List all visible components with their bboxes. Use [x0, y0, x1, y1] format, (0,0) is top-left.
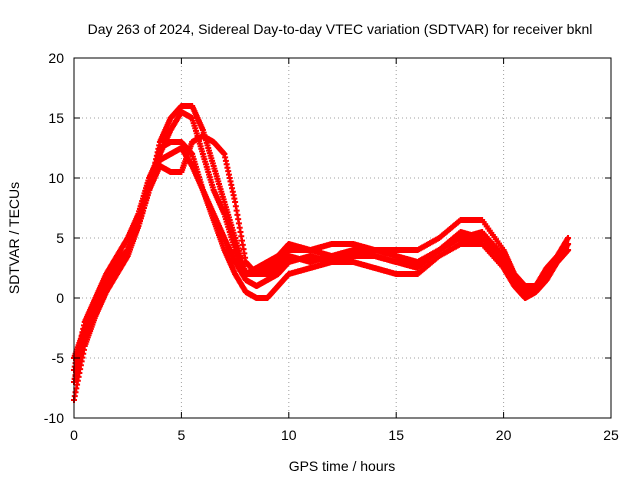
x-tick-label: 10: [281, 427, 297, 443]
x-tick-label: 25: [603, 427, 619, 443]
grid-lines: [74, 58, 611, 418]
x-tick-label: 0: [70, 427, 78, 443]
chart-title: Day 263 of 2024, Sidereal Day-to-day VTE…: [88, 21, 593, 37]
x-tick-label: 5: [178, 427, 186, 443]
y-tick-label: 20: [48, 50, 64, 66]
y-tick-label: 0: [56, 290, 64, 306]
data-point: [565, 235, 572, 241]
axis-ticks: [73, 57, 612, 419]
tick-labels: 0 5 10 15 20 25 -10 -5 0 5 10 15 20: [44, 50, 619, 443]
y-axis-label: SDTVAR / TECUs: [6, 182, 22, 294]
x-tick-label: 15: [388, 427, 404, 443]
y-tick-label: -5: [52, 350, 65, 366]
y-tick-label: -10: [44, 410, 64, 426]
x-axis-label: GPS time / hours: [289, 458, 396, 474]
y-tick-label: 5: [56, 230, 64, 246]
data-points: [71, 103, 572, 403]
y-tick-label: 15: [48, 110, 64, 126]
data-point: [565, 241, 572, 247]
y-tick-label: 10: [48, 170, 64, 186]
x-tick-label: 20: [496, 427, 512, 443]
series-day-5: [71, 133, 572, 403]
